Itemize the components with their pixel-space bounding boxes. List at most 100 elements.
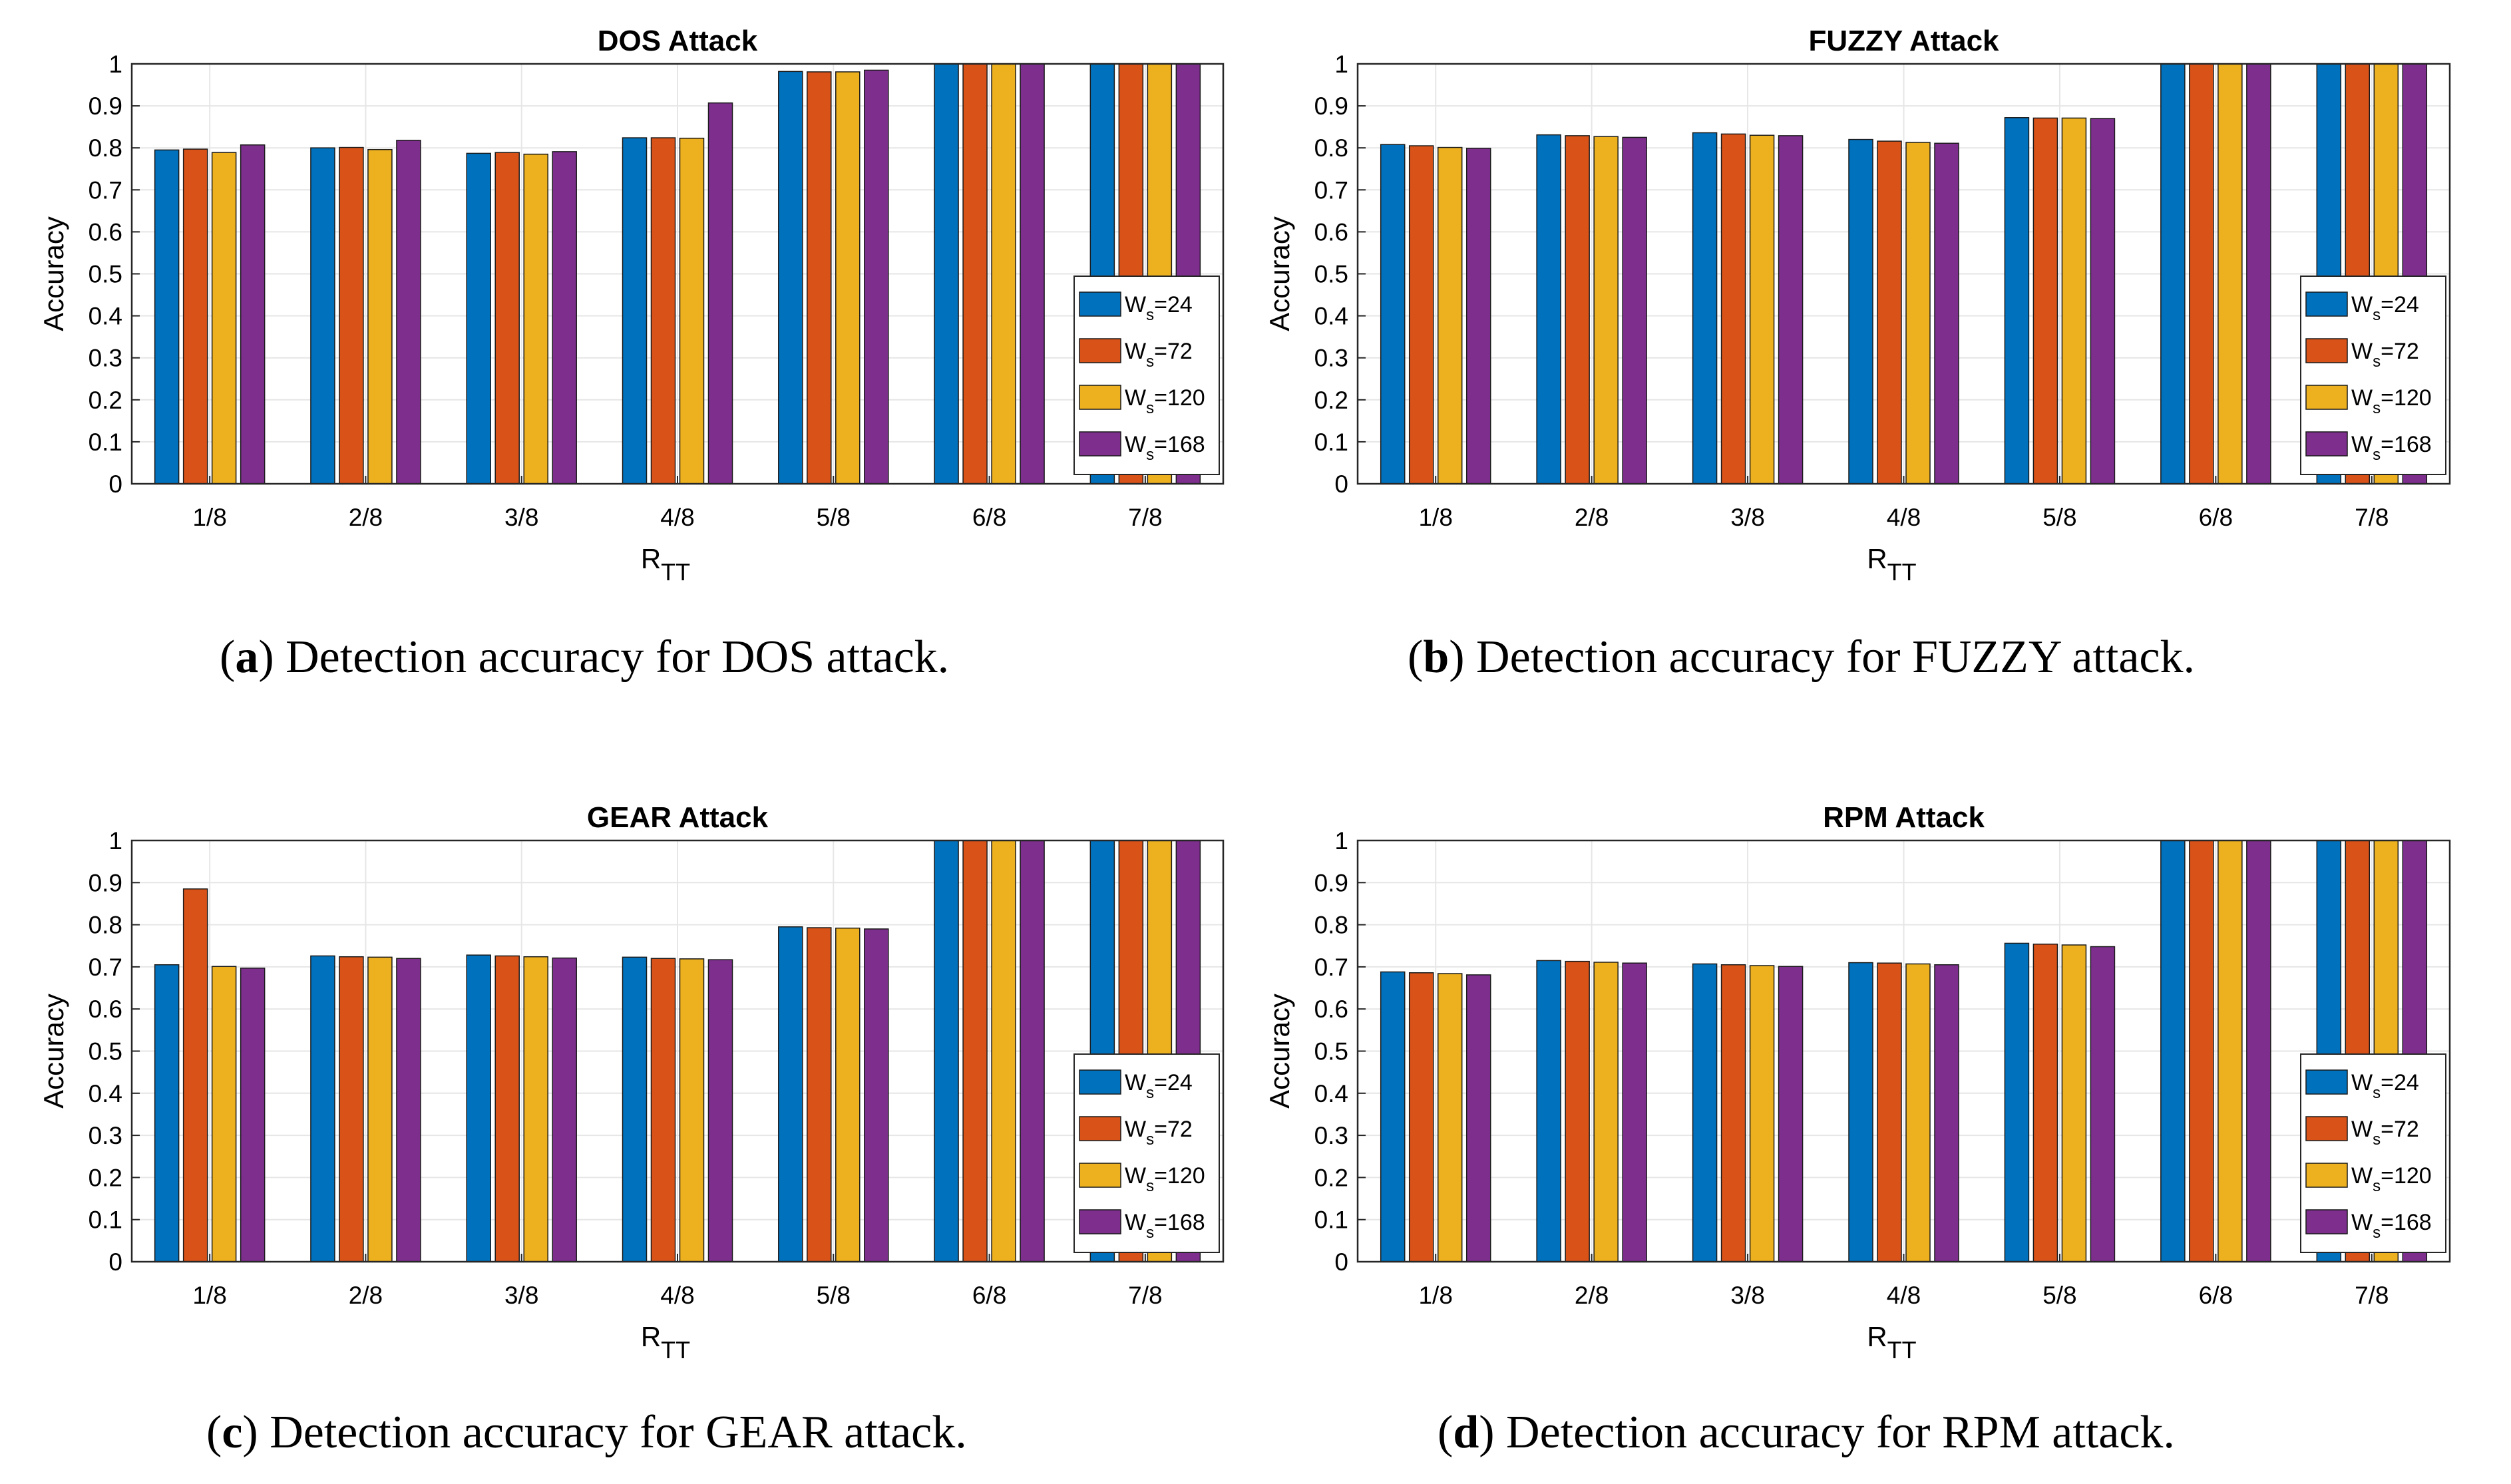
legend: Ws=24 Ws=72 Ws=120 Ws=168: [1073, 276, 1220, 475]
bar: [396, 958, 421, 1262]
x-tick-label: 4/8: [1887, 504, 1921, 531]
x-tick-label: 6/8: [972, 504, 1006, 531]
bar: [2189, 840, 2214, 1262]
y-tick-label: 0.8: [1314, 912, 1348, 939]
x-tick-label: 2/8: [349, 504, 383, 531]
y-tick-label: 0.6: [1314, 218, 1348, 246]
chart-title: RPM Attack: [1823, 801, 1985, 834]
legend-swatch: [1079, 1163, 1121, 1188]
legend-label: Ws=72: [1125, 339, 1193, 371]
bar: [2246, 840, 2271, 1262]
x-tick-label: 4/8: [1887, 1282, 1921, 1309]
legend-swatch: [2305, 1209, 2348, 1234]
y-tick-label: 0.3: [89, 345, 122, 372]
bar: [1877, 140, 1902, 484]
bar: [1408, 972, 1434, 1262]
bar: [2032, 943, 2058, 1262]
bar: [211, 966, 237, 1262]
bar: [1380, 144, 1406, 484]
bar: [2218, 63, 2243, 484]
x-tick-label: 7/8: [1128, 1282, 1162, 1309]
legend: Ws=24 Ws=72 Ws=120 Ws=168: [2300, 276, 2446, 475]
x-tick-label: 2/8: [349, 1282, 383, 1309]
bar: [2004, 942, 2030, 1262]
bar: [240, 144, 266, 484]
bar: [2090, 118, 2116, 484]
bar: [707, 959, 733, 1262]
bar: [1536, 960, 1561, 1262]
legend-swatch: [1079, 338, 1121, 363]
bar: [1536, 134, 1561, 484]
y-tick-label: 0.4: [1314, 303, 1348, 330]
chart-panel: 0 0.1 0.2 0.3 0.4 0.5 0.6 0.7 0.8 0.9 1 1/8 2/8 3/8 4/…: [1264, 25, 2451, 586]
x-tick-label: 4/8: [660, 504, 694, 531]
x-tick-label: 3/8: [1730, 1282, 1764, 1309]
legend-label: Ws=120: [2351, 385, 2432, 417]
y-tick-label: 0.7: [89, 176, 122, 204]
bar: [1720, 964, 1746, 1262]
y-tick-label: 1: [108, 51, 122, 78]
bar: [1465, 148, 1491, 484]
legend-swatch: [2305, 291, 2348, 317]
x-axis-label: RTT: [1867, 1321, 1916, 1364]
legend: Ws=24 Ws=72 Ws=120 Ws=168: [1073, 1053, 1220, 1253]
y-tick-label: 0.4: [1314, 1080, 1348, 1107]
figure-caption: (b) Detection accuracy for FUZZY attack.: [1408, 632, 2195, 683]
bar: [1380, 971, 1406, 1262]
bar: [1437, 973, 1463, 1262]
legend-label: Ws=24: [1125, 1070, 1193, 1102]
bar: [622, 956, 648, 1262]
y-tick-label: 1: [1334, 51, 1348, 78]
bar: [367, 148, 393, 484]
x-tick-label: 7/8: [2355, 1282, 2389, 1309]
bar: [991, 63, 1016, 484]
bar: [494, 955, 520, 1262]
y-tick-label: 0.1: [89, 429, 122, 456]
chart-title: GEAR Attack: [587, 801, 769, 834]
bar: [1778, 135, 1804, 484]
bar: [1020, 63, 1045, 484]
y-tick-label: 0: [108, 470, 122, 498]
y-axis-label: Accuracy: [1264, 994, 1295, 1109]
y-tick-label: 0.1: [1314, 429, 1348, 456]
y-tick-label: 0.1: [89, 1206, 122, 1234]
bar: [864, 928, 889, 1262]
y-tick-label: 0.2: [89, 387, 122, 414]
chart-panel: 0 0.1 0.2 0.3 0.4 0.5 0.6 0.7 0.8 0.9 1 1/8 2/8 3/8 4/…: [38, 25, 1225, 586]
y-tick-label: 0.9: [89, 93, 122, 120]
legend-label: Ws=24: [2351, 292, 2419, 324]
bar: [182, 888, 208, 1262]
legend-swatch: [1079, 1209, 1121, 1234]
legend-swatch: [1079, 1116, 1121, 1141]
bar: [1749, 134, 1775, 484]
legend-label: Ws=168: [2351, 1210, 2432, 1242]
bar: [1848, 962, 1873, 1262]
y-tick-label: 0.1: [1314, 1206, 1348, 1234]
y-tick-label: 1: [108, 827, 122, 854]
bar: [240, 968, 266, 1262]
bar: [1778, 966, 1804, 1262]
x-tick-label: 1/8: [1418, 1282, 1452, 1309]
bar: [778, 926, 803, 1262]
y-tick-label: 0.8: [1314, 134, 1348, 162]
bar: [679, 137, 705, 484]
bar: [835, 71, 861, 484]
legend-swatch: [2305, 431, 2348, 457]
bar: [1934, 964, 1959, 1262]
bar: [707, 102, 733, 484]
y-tick-label: 0.2: [1314, 1164, 1348, 1191]
legend-swatch: [2305, 1116, 2348, 1141]
bar: [2160, 63, 2186, 484]
x-tick-label: 6/8: [972, 1282, 1006, 1309]
legend-swatch: [2305, 1069, 2348, 1095]
bar: [1692, 132, 1718, 484]
chart-title: DOS Attack: [598, 25, 758, 57]
bar: [622, 137, 648, 484]
x-tick-label: 3/8: [504, 1282, 538, 1309]
legend-swatch: [1079, 1069, 1121, 1095]
legend-swatch: [1079, 385, 1121, 410]
bar: [1749, 965, 1775, 1262]
bar: [1692, 963, 1718, 1262]
x-tick-label: 2/8: [1575, 504, 1609, 531]
bar: [962, 63, 988, 484]
